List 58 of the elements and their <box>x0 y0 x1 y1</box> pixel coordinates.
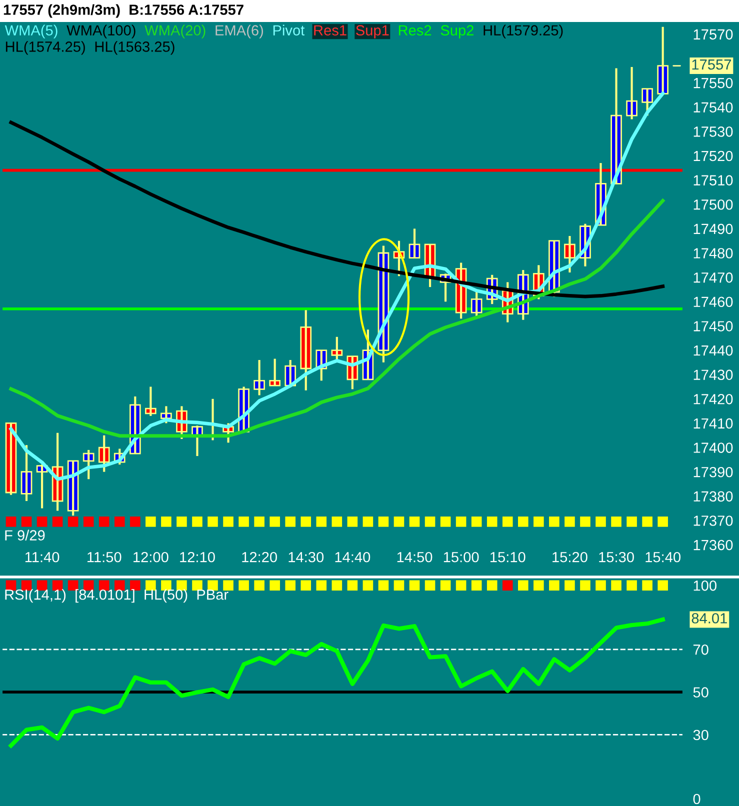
y-tick-label: 17430 <box>694 370 733 380</box>
annotation: EMA(6) <box>216 24 264 38</box>
x-tick-label: 14:30 <box>288 552 324 562</box>
y-tick-label: 17370 <box>694 516 733 526</box>
text: WMA(100) <box>66 24 136 38</box>
x-tick-label: 14:50 <box>397 552 432 562</box>
x-tick-label: 15:30 <box>599 552 634 562</box>
x-tick-label: 14:40 <box>335 552 370 562</box>
y-tick-label: 17490 <box>694 224 733 234</box>
x-tick-label: 15:10 <box>490 552 526 562</box>
line-series <box>9 198 665 438</box>
annotation: Res2 <box>398 25 432 36</box>
y-tick-label: 50 <box>693 687 708 698</box>
y-tick-label: 17550 <box>694 78 733 88</box>
text: WMA(20) <box>144 24 206 38</box>
text: WMA(5) <box>4 24 58 38</box>
y-tick-label: 17500 <box>694 199 733 210</box>
y-tick-label: 17470 <box>694 272 733 283</box>
text: 84.01 <box>692 613 727 624</box>
annotation: Sup1 <box>356 25 389 38</box>
annotation: HL(1579.25) <box>484 24 563 38</box>
y-tick-label: 17450 <box>694 321 733 332</box>
y-tick-label: 17400 <box>694 442 733 453</box>
chart-title: 17557 (2h9m/3m) B:17556 A:17557 <box>4 4 244 18</box>
x-tick-label: 15:20 <box>552 552 588 562</box>
y-tick-label: 17390 <box>694 466 733 478</box>
x-tick-label: 12:00 <box>134 552 168 562</box>
y-tick-label: 17530 <box>694 126 733 137</box>
text: RSI(14,1) [84.0101] HL(50) PBar <box>5 589 228 603</box>
annotation: F 9/29 <box>5 530 45 540</box>
annotation: Sup2 <box>440 25 474 38</box>
annotation: HL(1563.25) <box>95 41 174 55</box>
y-tick-label: 0 <box>693 794 700 804</box>
x-tick-label: 15:40 <box>646 552 681 562</box>
line-series <box>8 617 665 748</box>
y-tick-label: 17540 <box>694 102 733 113</box>
y-tick-label: 17360 <box>694 540 733 550</box>
y-tick-label: 30 <box>693 730 708 740</box>
annotation: HL(1574.25) <box>6 41 85 55</box>
x-tick-label: 12:10 <box>180 552 215 562</box>
annotation: Pivot <box>273 24 305 36</box>
y-tick-label: 17420 <box>694 394 733 404</box>
y-tick-label: 17380 <box>694 491 733 502</box>
x-tick-label: 11:50 <box>88 552 122 562</box>
y-tick-label: 17570 <box>694 29 733 40</box>
y-tick-label: 17480 <box>694 248 733 258</box>
x-tick-label: 11:40 <box>25 552 60 562</box>
x-tick-label: 12:20 <box>242 552 277 562</box>
y-tick-label: 17460 <box>694 296 733 308</box>
y-tick-label: 17440 <box>694 345 733 356</box>
annotation: 17557 <box>692 60 731 70</box>
y-tick-label: 17520 <box>694 150 733 162</box>
x-tick-label: 15:00 <box>444 552 479 562</box>
y-tick-label: 17510 <box>694 175 733 186</box>
y-tick-label: 100 <box>694 580 716 591</box>
annotation: Res1 <box>314 25 346 36</box>
y-tick-label: 70 <box>693 644 708 655</box>
y-tick-label: 17410 <box>694 418 733 429</box>
